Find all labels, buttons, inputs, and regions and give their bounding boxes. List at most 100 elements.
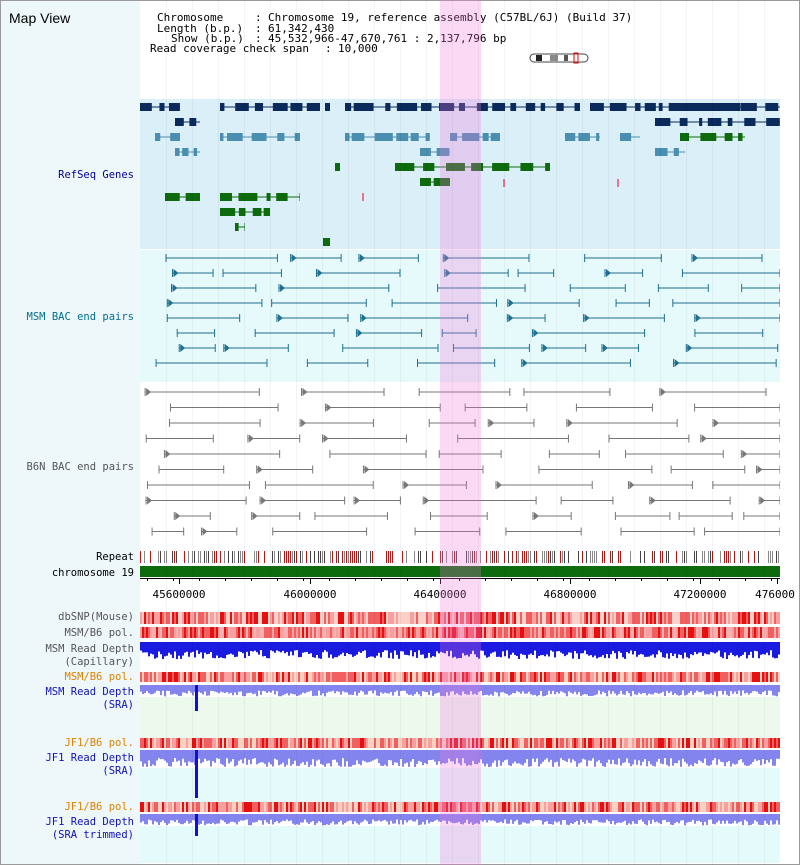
gene-exon-feature[interactable] [272, 103, 288, 111]
bac-end-feature[interactable] [317, 269, 323, 277]
gene-exon-feature[interactable] [492, 163, 510, 171]
gene-exon-feature[interactable] [325, 103, 330, 111]
refseq-genes-track[interactable] [140, 99, 780, 249]
gene-exon-feature[interactable] [238, 208, 246, 216]
gene-exon-feature[interactable] [596, 133, 600, 141]
bac-end-feature[interactable] [687, 344, 693, 352]
bac-end-feature[interactable] [629, 481, 635, 489]
bac-end-feature[interactable] [302, 388, 308, 396]
depth-spike-feature[interactable] [195, 750, 198, 798]
msm-pol-heatmap-2[interactable] [140, 672, 780, 682]
gene-exon-feature[interactable] [423, 163, 435, 171]
gene-exon-feature[interactable] [727, 118, 733, 126]
gene-exon-feature[interactable] [345, 133, 350, 141]
gene-exon-feature[interactable] [525, 103, 536, 111]
gene-feature[interactable] [617, 179, 619, 187]
gene-exon-feature[interactable] [574, 103, 580, 111]
gene-exon-feature[interactable] [345, 103, 352, 111]
bac-end-feature[interactable] [280, 284, 286, 292]
bac-end-feature[interactable] [202, 527, 208, 536]
track-label-dbsnp[interactable]: dbSNP(Mouse) [58, 611, 134, 623]
gene-exon-feature[interactable] [276, 193, 288, 201]
bac-end-feature[interactable] [261, 496, 267, 505]
gene-exon-feature[interactable] [490, 133, 500, 141]
bac-end-feature[interactable] [606, 269, 612, 277]
bac-end-feature[interactable] [757, 465, 763, 474]
gene-exon-feature[interactable] [235, 103, 249, 111]
bac-end-feature[interactable] [359, 254, 365, 262]
gene-exon-feature[interactable] [680, 103, 699, 111]
gene-exon-feature[interactable] [520, 163, 534, 171]
jf1-depth-sra[interactable] [140, 750, 780, 800]
bac-end-feature[interactable] [364, 465, 370, 474]
gene-exon-feature[interactable] [450, 133, 458, 141]
track-label-msm-depth-sra[interactable]: MSM Read Depth [45, 686, 134, 698]
jf1-pol-heatmap-1[interactable] [140, 738, 780, 748]
track-label-jf1-pol-1[interactable]: JF1/B6 pol. [64, 737, 134, 749]
gene-exon-feature[interactable] [590, 103, 604, 111]
gene-exon-feature[interactable] [609, 103, 627, 111]
gene-exon-feature[interactable] [644, 103, 656, 111]
gene-exon-feature[interactable] [335, 163, 340, 171]
jf1-pol-heatmap-2[interactable] [140, 802, 780, 812]
track-label-b6n-bac[interactable]: B6N BAC end pairs [26, 461, 134, 473]
bac-end-feature[interactable] [533, 329, 539, 337]
gene-exon-feature[interactable] [655, 148, 668, 156]
gene-exon-feature[interactable] [492, 103, 506, 111]
gene-exon-feature[interactable] [462, 133, 480, 141]
gene-exon-feature[interactable] [159, 103, 165, 111]
track-label-repeat[interactable]: Repeat [96, 551, 134, 563]
bac-end-feature[interactable] [567, 419, 573, 427]
bac-end-feature[interactable] [508, 314, 514, 322]
bac-end-feature[interactable] [355, 496, 361, 505]
gene-exon-feature[interactable] [254, 103, 264, 111]
bac-end-feature[interactable] [602, 344, 608, 352]
bac-end-feature[interactable] [542, 344, 548, 352]
bac-end-feature[interactable] [522, 359, 528, 367]
bac-end-feature[interactable] [489, 419, 495, 427]
gene-exon-feature[interactable] [306, 103, 320, 111]
gene-exon-feature[interactable] [740, 103, 757, 111]
track-label-msm-pol-1[interactable]: MSM/B6 pol. [64, 627, 134, 639]
gene-exon-feature[interactable] [220, 103, 225, 111]
bac-end-feature[interactable] [301, 419, 307, 427]
gene-exon-feature[interactable] [323, 238, 330, 246]
gene-exon-feature[interactable] [710, 103, 730, 111]
gene-exon-feature[interactable] [446, 163, 465, 171]
bac-end-feature[interactable] [248, 434, 254, 443]
bac-end-feature[interactable] [742, 450, 748, 458]
gene-exon-feature[interactable] [436, 148, 450, 156]
bac-end-feature[interactable] [173, 269, 179, 277]
bac-end-feature[interactable] [650, 496, 656, 505]
bac-end-feature[interactable] [508, 299, 514, 307]
gene-exon-feature[interactable] [766, 118, 780, 126]
gene-exon-feature[interactable] [396, 133, 409, 141]
gene-exon-feature[interactable] [700, 133, 717, 141]
gene-exon-feature[interactable] [220, 193, 233, 201]
gene-exon-feature[interactable] [266, 193, 271, 201]
gene-exon-feature[interactable] [540, 103, 546, 111]
bac-end-feature[interactable] [357, 329, 363, 337]
gene-exon-feature[interactable] [724, 133, 733, 141]
msm-depth-sra[interactable] [140, 685, 780, 715]
gene-exon-feature[interactable] [738, 133, 743, 141]
gene-exon-feature[interactable] [168, 103, 180, 111]
bac-end-feature[interactable] [277, 314, 283, 322]
gene-exon-feature[interactable] [165, 193, 180, 201]
gene-exon-feature[interactable] [744, 118, 756, 126]
msm-depth-capillary[interactable] [140, 642, 780, 662]
gene-exon-feature[interactable] [655, 118, 671, 126]
chromosome-ideogram[interactable] [528, 52, 592, 64]
bac-end-feature[interactable] [147, 496, 153, 505]
gene-exon-feature[interactable] [351, 133, 365, 141]
gene-exon-feature[interactable] [635, 103, 641, 111]
gene-exon-feature[interactable] [699, 118, 703, 126]
msm-pol-heatmap-1[interactable] [140, 627, 780, 638]
gene-exon-feature[interactable] [545, 163, 550, 171]
bac-end-feature[interactable] [224, 344, 230, 352]
gene-exon-feature[interactable] [471, 163, 484, 171]
bac-end-feature[interactable] [445, 269, 451, 277]
bac-end-feature[interactable] [165, 450, 171, 458]
gene-exon-feature[interactable] [252, 208, 262, 216]
gene-exon-feature[interactable] [420, 178, 431, 186]
